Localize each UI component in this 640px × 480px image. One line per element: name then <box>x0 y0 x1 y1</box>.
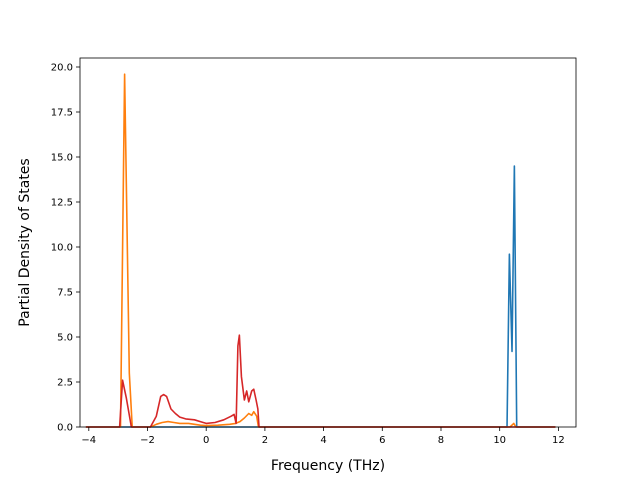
y-tick-label: 7.5 <box>57 288 73 299</box>
y-tick-label: 5.0 <box>57 333 73 344</box>
x-tick-label: 6 <box>379 435 385 446</box>
x-tick-label: 12 <box>552 435 565 446</box>
y-tick-label: 15.0 <box>51 153 73 164</box>
x-tick-label: 0 <box>203 435 209 446</box>
y-tick-label: 10.0 <box>51 243 73 254</box>
y-tick-label: 12.5 <box>51 198 73 209</box>
y-tick-label: 20.0 <box>51 63 73 74</box>
x-tick-label: 10 <box>493 435 506 446</box>
x-tick-label: −2 <box>140 435 155 446</box>
x-tick-label: 8 <box>438 435 444 446</box>
y-tick-label: 2.5 <box>57 378 73 389</box>
plot-frame <box>79 57 577 428</box>
y-tick-label: 17.5 <box>51 108 73 119</box>
x-tick-label: 4 <box>320 435 326 446</box>
x-axis-label: Frequency (THz) <box>271 458 385 474</box>
y-tick-label: 0.0 <box>57 423 73 434</box>
y-axis-ticks: 0.0 2.5 5.0 7.5 10.0 12.5 15.0 17.5 20.0 <box>51 63 80 434</box>
y-axis-label: Partial Density of States <box>17 158 33 326</box>
x-tick-label: 2 <box>262 435 268 446</box>
x-tick-label: −4 <box>81 435 96 446</box>
x-axis-ticks: −4 −2 0 2 4 6 8 10 12 <box>81 427 565 446</box>
series-line-3 <box>85 334 556 428</box>
